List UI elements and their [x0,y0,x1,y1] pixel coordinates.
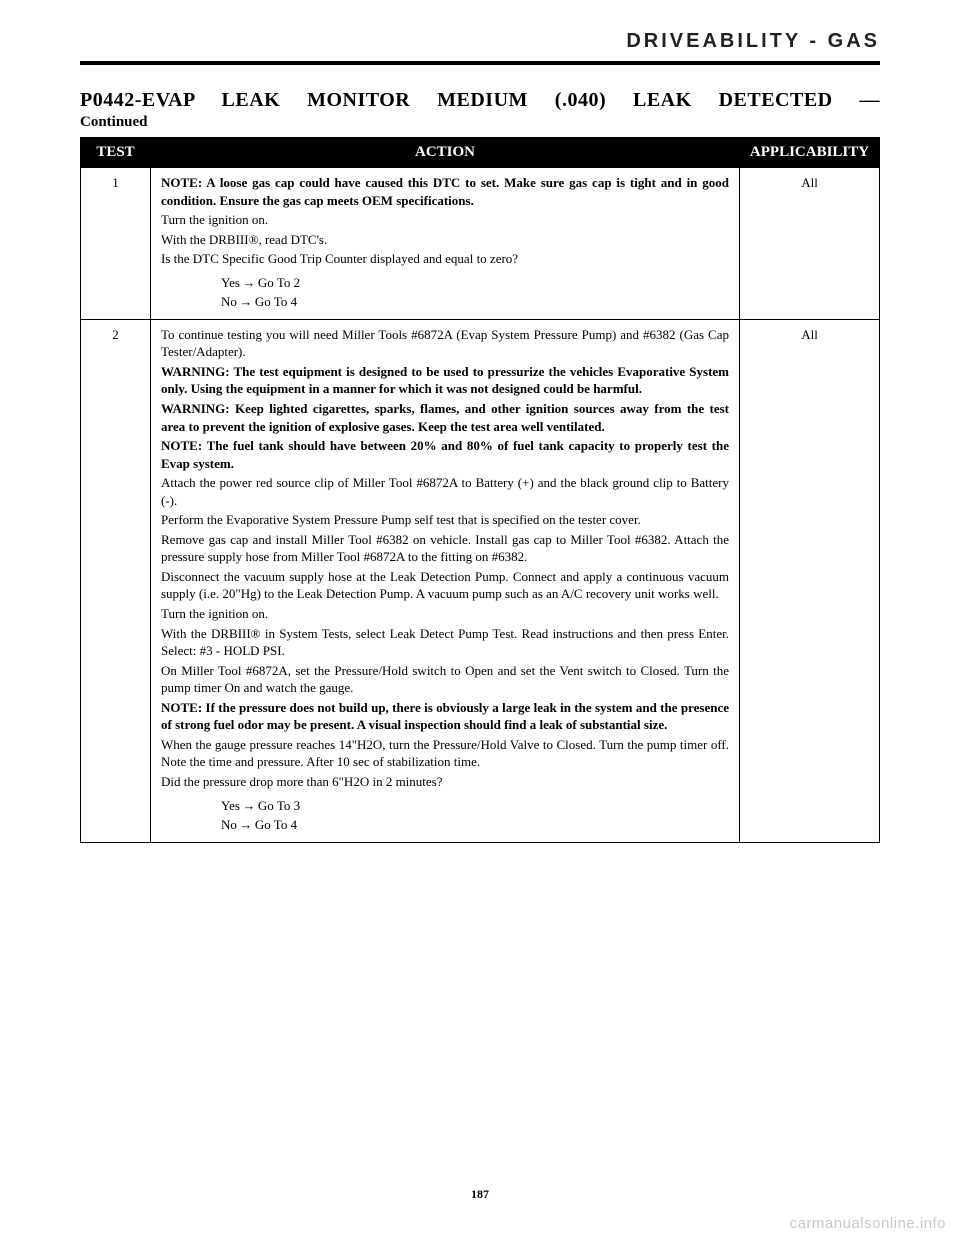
test-number: 1 [81,168,151,320]
yes-no-row: No→Go To 4 [221,816,729,834]
action-line: NOTE: If the pressure does not build up,… [161,699,729,734]
arrow-icon: → [237,816,255,834]
header-rule [80,61,880,65]
applicability-cell: All [740,168,880,320]
section-header: DRIVEABILITY - GAS [80,30,880,61]
col-header-action: ACTION [151,138,740,168]
action-line: Disconnect the vacuum supply hose at the… [161,568,729,603]
col-header-test: TEST [81,138,151,168]
action-line: Attach the power red source clip of Mill… [161,474,729,509]
continued-label: Continued [80,114,880,131]
action-line: Did the pressure drop more than 6"H2O in… [161,773,729,791]
arrow-icon: → [240,274,258,292]
action-line: NOTE: The fuel tank should have between … [161,437,729,472]
action-line: WARNING: The test equipment is designed … [161,363,729,398]
goto-label: Go To 4 [255,817,297,832]
yn-label: No [221,817,237,832]
goto-label: Go To 2 [258,275,300,290]
action-line: With the DRBIII®, read DTC's. [161,231,729,249]
col-header-applicability: APPLICABILITY [740,138,880,168]
yn-label: Yes [221,798,240,813]
yes-no-row: No→Go To 4 [221,293,729,311]
action-line: Remove gas cap and install Miller Tool #… [161,531,729,566]
yes-no-row: Yes→Go To 2 [221,274,729,292]
action-line: Perform the Evaporative System Pressure … [161,511,729,529]
action-cell: To continue testing you will need Miller… [151,319,740,842]
yn-label: Yes [221,275,240,290]
action-line: WARNING: Keep lighted cigarettes, sparks… [161,400,729,435]
action-line: To continue testing you will need Miller… [161,326,729,361]
arrow-icon: → [240,797,258,815]
action-line: On Miller Tool #6872A, set the Pressure/… [161,662,729,697]
table-row: 2 To continue testing you will need Mille… [81,319,880,842]
action-line: When the gauge pressure reaches 14"H2O, … [161,736,729,771]
goto-label: Go To 4 [255,294,297,309]
yn-label: No [221,294,237,309]
arrow-icon: → [237,293,255,311]
yes-no-row: Yes→Go To 3 [221,797,729,815]
action-line: Turn the ignition on. [161,211,729,229]
diagnostic-table: TEST ACTION APPLICABILITY 1 NOTE: A loose… [80,137,880,843]
table-row: 1 NOTE: A loose gas cap could have caused… [81,168,880,320]
page: DRIVEABILITY - GAS P0442-EVAP LEAK MONIT… [0,0,960,1242]
applicability-cell: All [740,319,880,842]
watermark: carmanualsonline.info [790,1215,946,1232]
action-line: With the DRBIII® in System Tests, select… [161,625,729,660]
action-line: Is the DTC Specific Good Trip Counter di… [161,250,729,268]
page-number: 187 [0,1187,960,1202]
action-line: NOTE: A loose gas cap could have caused … [161,174,729,209]
dtc-title: P0442-EVAP LEAK MONITOR MEDIUM (.040) LE… [80,89,880,112]
goto-label: Go To 3 [258,798,300,813]
yes-no-block: Yes→Go To 2No→Go To 4 [161,274,729,311]
yes-no-block: Yes→Go To 3No→Go To 4 [161,797,729,834]
test-number: 2 [81,319,151,842]
action-cell: NOTE: A loose gas cap could have caused … [151,168,740,320]
action-line: Turn the ignition on. [161,605,729,623]
